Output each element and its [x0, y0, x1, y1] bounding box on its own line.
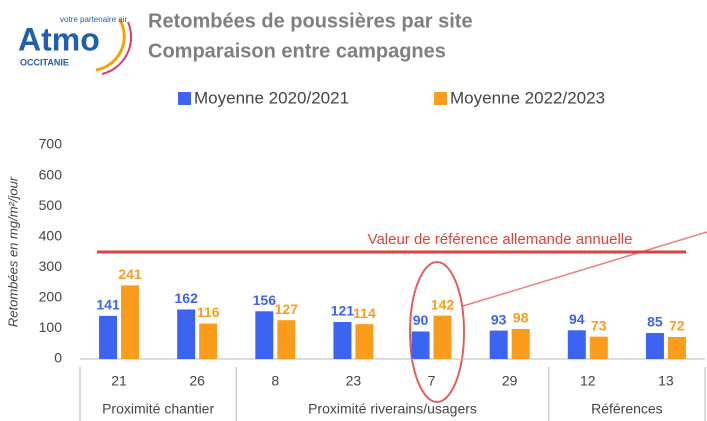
y-tick-label: 100 [39, 319, 63, 335]
y-tick-label: 500 [39, 197, 63, 213]
y-tick-label: 0 [54, 350, 62, 366]
x-tick-label: 21 [111, 373, 127, 389]
bar [333, 322, 352, 359]
annotation-line [462, 231, 707, 307]
value-label: 93 [491, 311, 507, 327]
logo-arc [95, 19, 126, 72]
x-tick-label: 26 [189, 373, 205, 389]
bar [277, 320, 296, 359]
legend-label: Moyenne 2020/2021 [194, 88, 349, 107]
chart-subtitle: Comparaison entre campagnes [148, 40, 446, 62]
logo-name: Atmo [18, 21, 100, 57]
group-label: Proximité chantier [102, 401, 214, 417]
y-tick-label: 700 [39, 136, 63, 152]
x-tick-label: 29 [502, 373, 518, 389]
y-axis-label: Retombées en mg/m²/jour [5, 176, 20, 327]
value-label: 142 [431, 296, 455, 312]
bar [355, 324, 374, 359]
highlight-ellipse [409, 261, 465, 403]
bar [489, 330, 508, 359]
bar [411, 331, 430, 359]
group-label: Références [591, 401, 663, 417]
value-label: 127 [275, 301, 299, 317]
value-label: 98 [513, 310, 529, 326]
value-label: 72 [669, 318, 685, 334]
legend-swatch [434, 92, 447, 105]
value-label: 114 [353, 305, 376, 321]
chart-title: Retombées de poussières par site [148, 10, 473, 32]
x-tick-label: 13 [658, 373, 674, 389]
logo: Atmo votre partenaire air OCCITANIE [18, 15, 133, 75]
value-label: 162 [175, 290, 199, 306]
x-tick-label: 7 [428, 373, 436, 389]
legend-swatch [178, 92, 191, 105]
value-label: 121 [331, 303, 355, 319]
logo-tagline: votre partenaire air [60, 15, 127, 24]
bar [511, 329, 530, 359]
bar [255, 311, 274, 359]
bar [177, 309, 196, 359]
x-tick-label: 12 [580, 373, 596, 389]
value-label: 85 [647, 314, 663, 330]
value-label: 156 [253, 292, 277, 308]
value-label: 241 [118, 266, 142, 282]
bar [589, 336, 608, 359]
logo-region: OCCITANIE [20, 57, 69, 67]
value-label: 116 [197, 304, 220, 320]
value-label: 141 [96, 297, 120, 313]
bar [433, 315, 452, 359]
bar [99, 315, 118, 359]
bar [121, 285, 140, 359]
legend-label: Moyenne 2022/2023 [450, 88, 605, 107]
bar [199, 323, 218, 359]
y-tick-label: 300 [39, 258, 63, 274]
y-tick-label: 400 [39, 227, 63, 243]
x-tick-label: 23 [346, 373, 362, 389]
bar [667, 336, 686, 359]
value-label: 94 [569, 311, 585, 327]
value-label: 73 [591, 317, 607, 333]
value-label: 90 [413, 312, 429, 328]
y-tick-label: 600 [39, 166, 63, 182]
reference-label: Valeur de référence allemande annuelle [368, 231, 633, 248]
y-tick-label: 200 [39, 289, 63, 305]
group-label: Proximité riverains/usagers [308, 401, 477, 417]
bar [645, 333, 664, 359]
x-tick-label: 8 [271, 373, 279, 389]
bar [567, 330, 586, 359]
logo-arc [101, 21, 133, 75]
